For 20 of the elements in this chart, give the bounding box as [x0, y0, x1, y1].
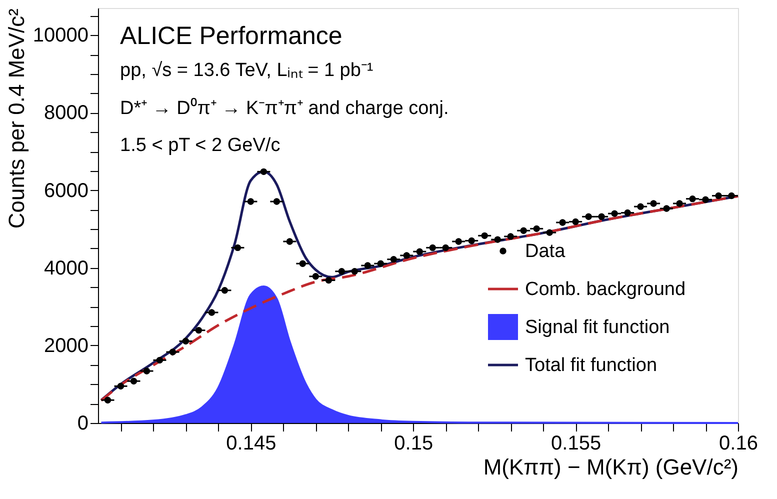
y-axis-title: Counts per 0.4 MeV/c² [4, 8, 29, 229]
x-tick-label: 0.145 [226, 432, 276, 454]
x-axis-title: M(Kππ) − M(Kπ) (GeV/c²) [483, 454, 738, 480]
y-tick-label: 4000 [44, 257, 88, 280]
legend-label: Total fit function [525, 355, 658, 376]
legend-label: Signal fit function [525, 317, 670, 338]
y-tick-label: 8000 [44, 102, 88, 124]
y-tick-label: 2000 [44, 334, 88, 357]
y-tick-label: 0 [77, 412, 88, 434]
x-tick-label: 0.155 [551, 432, 602, 454]
annotation: D*⁺ → D⁰π⁺ → K⁻π⁺π⁺ and charge conj. [120, 97, 449, 119]
legend-label: Comb. background [525, 279, 686, 300]
legend-label: Data [525, 241, 566, 262]
x-tick-label: 0.15 [394, 432, 434, 454]
annotation: 1.5 < pT < 2 GeV/c [120, 135, 280, 156]
y-tick-label: 10000 [32, 24, 88, 47]
x-tick-label: 0.16 [719, 432, 758, 454]
y-tick-label: 6000 [44, 180, 88, 202]
annotation: pp, √s = 13.6 TeV, Lᵢₙₜ = 1 pb⁻¹ [120, 60, 374, 81]
annotation: ALICE Performance [120, 22, 342, 50]
